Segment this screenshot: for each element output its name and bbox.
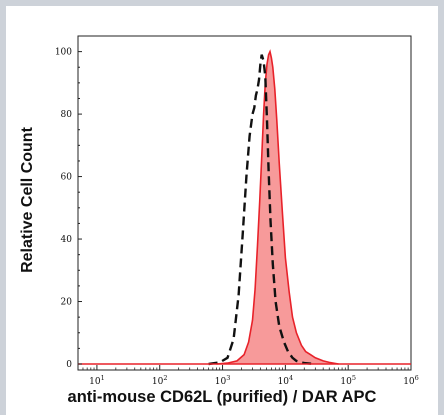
y-tick-label: 60 — [61, 173, 73, 183]
y-tick-label: 100 — [55, 48, 72, 58]
series-0-line — [216, 49, 339, 365]
y-axis-label: Relative Cell Count — [19, 127, 36, 273]
series-0-fill — [216, 51, 339, 364]
x-tick-label: 103 — [215, 374, 231, 387]
x-tick-label: 101 — [89, 374, 105, 387]
y-tick-label: 0 — [66, 360, 72, 370]
y-tick-label: 20 — [61, 298, 73, 308]
axis-layer: 0 20 40 60 80 100 101 102 103 104 105 106 — [55, 48, 419, 387]
plot-frame — [77, 35, 412, 371]
x-tick-label: 105 — [340, 374, 356, 387]
x-axis-label: anti-mouse CD62L (purified) / DAR APC — [67, 388, 377, 406]
x-tick-label: 106 — [403, 374, 419, 387]
y-tick-label: 80 — [61, 110, 73, 120]
y-tick-label: 40 — [61, 235, 73, 245]
x-tick-label: 104 — [278, 374, 294, 387]
x-tick-label: 102 — [152, 374, 168, 387]
series-1-line — [208, 54, 316, 366]
series-layer — [208, 49, 339, 366]
